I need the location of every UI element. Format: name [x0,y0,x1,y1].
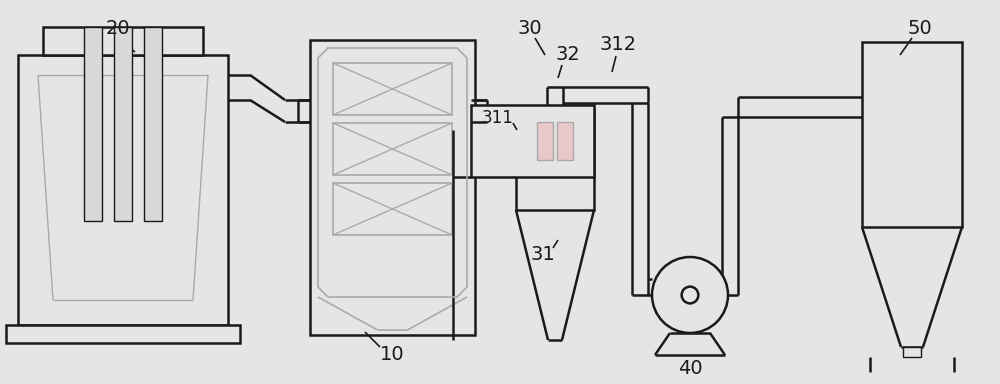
Text: 32: 32 [556,45,580,65]
Bar [333,63,452,115]
Text: 312: 312 [599,35,637,55]
Circle shape [652,257,728,333]
Bar [516,110,594,210]
Bar [537,122,553,160]
Bar [114,27,132,222]
Text: 30: 30 [518,18,542,38]
Bar [471,105,594,177]
Bar [557,122,573,160]
Bar [862,42,962,227]
Bar [43,27,203,55]
Bar [6,325,240,343]
Text: 31: 31 [531,245,555,265]
Text: 311: 311 [482,109,514,127]
Text: 10: 10 [380,346,404,364]
Bar [333,183,452,235]
Circle shape [682,286,698,303]
Text: 50: 50 [908,18,932,38]
Bar [144,27,162,222]
Bar [903,347,921,357]
Text: 40: 40 [678,359,702,377]
Bar [18,55,228,325]
Bar [310,40,475,335]
Text: 20: 20 [106,18,130,38]
Bar [333,123,452,175]
Bar [84,27,102,222]
